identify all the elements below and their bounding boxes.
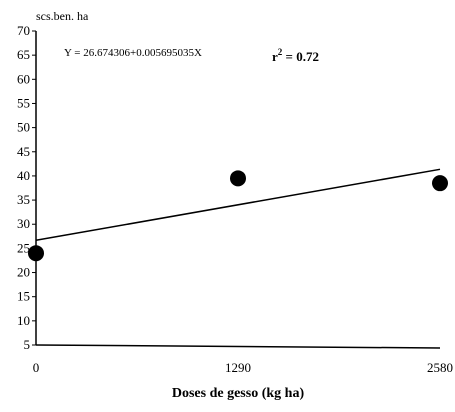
data-points <box>28 170 448 262</box>
data-point <box>230 170 246 187</box>
x-axis-line <box>35 344 441 349</box>
y-tick-label: 35 <box>17 192 30 207</box>
y-axis-ticks: 5 10 15 20 25 30 35 40 45 50 55 60 65 70 <box>17 23 36 352</box>
x-tick-label: 1290 <box>225 360 251 375</box>
y-axis-title: scs.ben. ha <box>36 9 89 23</box>
y-tick-label: 60 <box>17 71 30 86</box>
r-squared-value: = 0.72 <box>282 49 319 64</box>
r-squared-prefix: r <box>272 49 278 64</box>
y-tick-label: 55 <box>17 95 30 110</box>
trend-line <box>35 168 441 242</box>
x-tick-label: 0 <box>33 360 40 375</box>
y-tick-label: 15 <box>17 289 30 304</box>
y-tick-label: 25 <box>17 240 30 255</box>
y-tick-label: 40 <box>17 168 30 183</box>
x-axis-title: Doses de gesso (kg ha) <box>172 386 305 401</box>
y-tick-label: 5 <box>24 337 31 352</box>
y-tick-label: 30 <box>17 216 30 231</box>
data-point <box>28 245 44 262</box>
x-axis-ticks: 0 1290 2580 <box>33 360 453 375</box>
y-tick-label: 70 <box>17 23 30 38</box>
axes: 5 10 15 20 25 30 35 40 45 50 55 60 65 70 0 1290 2580 <box>17 23 453 375</box>
y-tick-label: 10 <box>17 313 30 328</box>
x-tick-label: 2580 <box>427 360 453 375</box>
y-tick-label: 45 <box>17 144 30 159</box>
y-tick-label: 65 <box>17 47 30 62</box>
r-squared-label: r2 = 0.72 <box>272 47 319 64</box>
data-point <box>432 175 448 192</box>
r-squared-superscript: 2 <box>278 47 283 57</box>
regression-equation: Y = 26.674306+0.005695035X <box>64 47 202 59</box>
y-tick-label: 50 <box>17 120 30 135</box>
y-tick-label: 20 <box>17 265 30 280</box>
